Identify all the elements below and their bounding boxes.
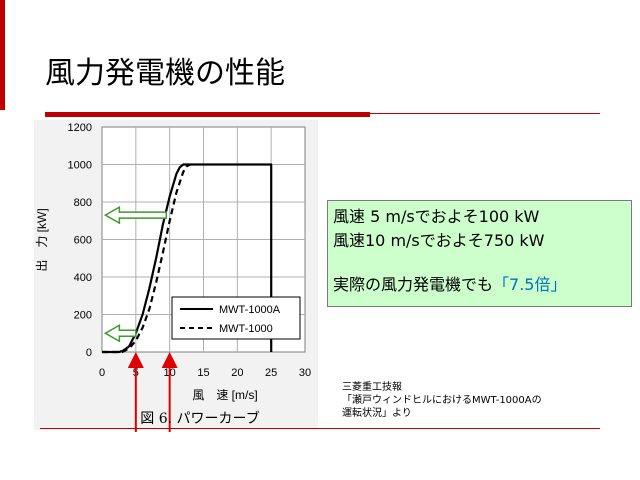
x-tick-label: 30	[299, 367, 311, 379]
y-tick-label: 1200	[68, 122, 92, 134]
left-accent-bar	[0, 0, 5, 110]
green-arrow	[103, 323, 137, 343]
note-line-3-prefix: 実際の風力発電機でも	[333, 275, 494, 294]
note-box: 風速 5 m/sでおよそ100 kW 風速10 m/sでおよそ750 kW 実際…	[327, 200, 632, 307]
legend-frame	[171, 296, 301, 340]
note-line-2: 風速10 m/sでおよそ750 kW	[333, 231, 545, 250]
note-line-1: 風速 5 m/sでおよそ100 kW	[333, 207, 540, 226]
legend-label: MWT-1000A	[219, 304, 281, 316]
source-line-3: 運転状況」より	[342, 408, 412, 419]
title-underline	[45, 112, 370, 117]
y-tick-label: 400	[74, 272, 92, 284]
figure-caption: 図 6. パワーカーブ	[140, 410, 259, 427]
x-tick-label: 15	[197, 367, 209, 379]
y-tick-label: 200	[74, 310, 92, 322]
annotations	[103, 205, 178, 432]
y-tick-label: 1000	[68, 160, 92, 172]
source-line-2: 「瀬戸ウィンドヒルにおけるMWT-1000Aの	[342, 395, 542, 406]
source-citation: 三菱重工技報 「瀬戸ウィンドヒルにおけるMWT-1000Aの 運転状況」より	[342, 381, 542, 420]
source-line-1: 三菱重工技報	[342, 382, 402, 393]
note-ratio-highlight: 「7.5倍」	[493, 275, 567, 294]
footer-rule	[40, 428, 600, 429]
y-tick-label: 600	[74, 235, 92, 247]
x-tick-label: 25	[265, 367, 277, 379]
series-lines	[102, 163, 273, 354]
x-axis-label: 風 速 [m/s]	[192, 388, 257, 402]
series-line-mwt-1000	[102, 163, 191, 354]
legend-label: MWT-1000	[219, 323, 273, 335]
title-underline-thin	[370, 113, 600, 114]
green-arrow	[103, 205, 168, 225]
x-tick-label: 20	[231, 367, 243, 379]
slide-title: 風力発電機の性能	[45, 56, 285, 91]
y-tick-label: 800	[74, 197, 92, 209]
series-line-mwt-1000a	[102, 163, 273, 354]
y-tick-label: 0	[86, 347, 92, 359]
y-axis-label: 出 力 [kW]	[35, 208, 49, 271]
legend: MWT-1000A MWT-1000	[171, 296, 301, 340]
x-tick-label: 0	[99, 367, 105, 379]
note-line-3: 実際の風力発電機でも「7.5倍」	[333, 273, 631, 297]
tick-labels: 020040060080010001200051015202530	[68, 122, 312, 379]
